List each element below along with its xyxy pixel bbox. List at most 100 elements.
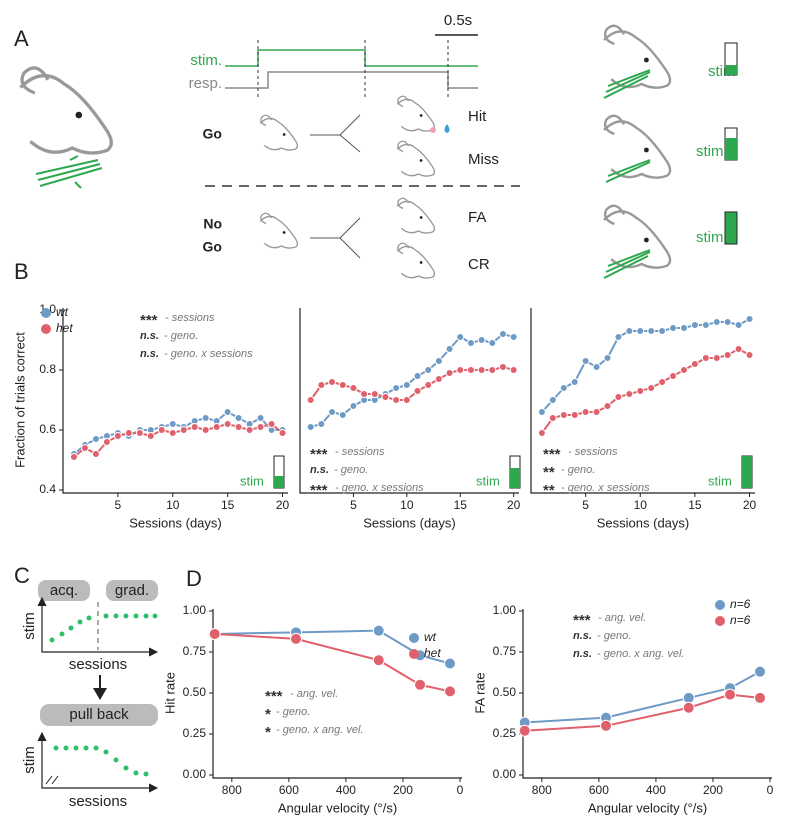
panel-label: B (14, 259, 29, 284)
data-point (317, 381, 326, 389)
data-point (201, 426, 210, 434)
data-point (477, 336, 486, 344)
legend-label: het (56, 321, 73, 335)
stim-icon (724, 211, 738, 245)
lick (430, 127, 436, 133)
data-point (712, 318, 721, 326)
data-point (69, 453, 78, 461)
data-point (392, 396, 401, 404)
axis-line (530, 308, 755, 494)
mouse-small (259, 114, 299, 151)
significance-stars: *** (573, 612, 591, 629)
branch (310, 217, 361, 259)
data-point (360, 390, 369, 398)
x-axis-title: Angular velocity (°/s) (278, 800, 397, 815)
stim-trace-label: stim. (190, 52, 222, 69)
y-tick-label: 0.25 (493, 726, 517, 740)
data-point (201, 414, 210, 422)
data-point (414, 678, 427, 691)
data-point (102, 438, 111, 446)
legend-label: n=6 (730, 597, 751, 611)
data-point (636, 327, 645, 335)
phase-label: acq. (50, 582, 78, 599)
legend-label: het (424, 646, 441, 660)
data-point (234, 414, 243, 422)
phase-box (40, 704, 158, 726)
significance-stars: n.s. (573, 630, 592, 642)
data-point (669, 324, 678, 332)
x-tick-label: 0 (767, 783, 774, 797)
significance-text: - sessions (568, 446, 618, 458)
data-point (690, 360, 699, 368)
data-point (537, 429, 546, 437)
data-point (570, 411, 579, 419)
data-point (658, 378, 667, 386)
data-point (91, 435, 100, 443)
significance-stars: *** (140, 312, 158, 329)
phase-label: grad. (115, 582, 149, 599)
legend-marker (715, 600, 725, 610)
data-point (168, 429, 177, 437)
branch (310, 114, 361, 153)
data-point (723, 351, 732, 359)
whisker-stim (35, 155, 103, 189)
data-point (208, 627, 221, 640)
y-tick-label: 0.6 (39, 422, 56, 436)
data-point (190, 423, 199, 431)
data-point (338, 381, 347, 389)
schematic-ylabel: stim (21, 612, 38, 640)
data-point (168, 420, 177, 428)
x-tick-label: 400 (646, 783, 666, 797)
significance-stars: *** (310, 446, 328, 463)
significance-text: - ang. vel. (598, 612, 646, 624)
data-point (392, 384, 401, 392)
significance-text: - geno. (276, 706, 310, 718)
data-point (328, 408, 337, 416)
arrow-head (93, 688, 107, 700)
legend-label: n=6 (730, 613, 751, 627)
data-point (434, 357, 443, 365)
legend-marker (41, 308, 51, 318)
data-point (306, 396, 315, 404)
data-point (614, 393, 623, 401)
y-tick-label: 0.50 (493, 685, 517, 699)
phase-box (38, 580, 90, 601)
data-point (477, 366, 486, 374)
data-point (328, 378, 337, 386)
go-label: Go (203, 126, 222, 142)
data-point (559, 384, 568, 392)
data-point (559, 411, 568, 419)
data-point (600, 719, 612, 732)
stim-icon-label: stim (696, 229, 724, 246)
x-tick-label: 600 (279, 783, 299, 797)
significance-text: - sessions (165, 312, 215, 324)
data-point (745, 315, 754, 323)
stim-icon-fill (510, 468, 520, 488)
significance-stars: *** (310, 482, 328, 499)
data-point (701, 321, 710, 329)
mouse-small (396, 242, 436, 279)
data-point (91, 450, 100, 458)
significance-text: - geno. (561, 464, 595, 476)
data-point (498, 363, 507, 371)
data-point (682, 701, 695, 714)
data-point (548, 414, 557, 422)
data-point (256, 414, 265, 422)
data-point (647, 384, 656, 392)
data-point (603, 354, 612, 362)
stim-icon-fill (725, 138, 737, 160)
data-point (636, 387, 645, 395)
schematic-xlabel: sessions (69, 656, 127, 673)
significance-stars: ** (543, 482, 555, 499)
data-point (647, 327, 656, 335)
legend-marker (409, 649, 419, 659)
x-axis-title: Angular velocity (°/s) (588, 800, 707, 815)
data-point (256, 423, 265, 431)
data-point (349, 402, 358, 410)
hit-label: Hit (468, 108, 487, 125)
significance-text: - geno. (597, 630, 631, 642)
significance-stars: n.s. (573, 648, 592, 660)
data-point (372, 654, 385, 667)
x-tick-label: 200 (703, 783, 723, 797)
x-tick-label: 400 (336, 783, 356, 797)
